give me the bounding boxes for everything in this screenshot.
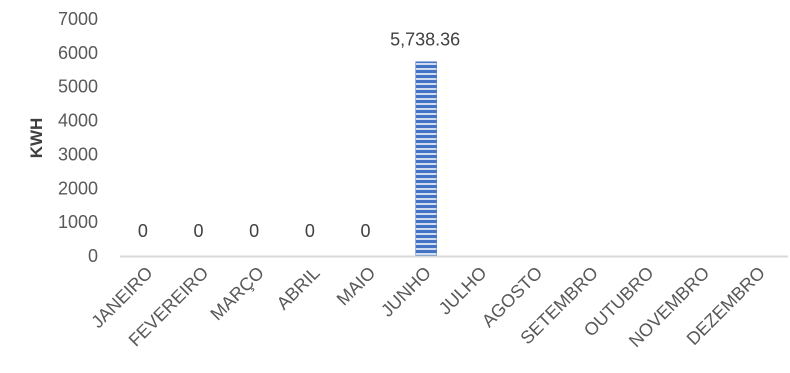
y-tick-label: 1000 <box>58 212 98 232</box>
data-label: 0 <box>360 221 370 241</box>
data-label: 0 <box>193 221 203 241</box>
y-tick-label: 7000 <box>58 9 98 29</box>
y-tick-label: 6000 <box>58 43 98 63</box>
x-tick-label: JUNHO <box>377 263 435 321</box>
x-tick-label: MARÇO <box>206 263 268 325</box>
x-tick-label: ABRIL <box>273 263 324 314</box>
data-label: 0 <box>138 221 148 241</box>
y-tick-label: 3000 <box>58 144 98 164</box>
x-tick-label: JULHO <box>435 263 491 319</box>
data-label: 0 <box>305 221 315 241</box>
data-labels: 0 0 0 0 0 5,738.36 <box>138 30 460 241</box>
bar <box>415 61 437 257</box>
data-label: 0 <box>249 221 259 241</box>
y-axis-ticks: 0 1000 2000 3000 4000 5000 6000 7000 <box>58 9 98 266</box>
y-tick-label: 4000 <box>58 111 98 131</box>
y-tick-label: 2000 <box>58 178 98 198</box>
y-tick-label: 5000 <box>58 77 98 97</box>
y-tick-label: 0 <box>88 246 98 266</box>
y-axis-label: KWH <box>27 118 46 159</box>
x-tick-label: MAIO <box>333 263 380 310</box>
bars <box>415 61 437 257</box>
data-label: 5,738.36 <box>390 30 460 50</box>
